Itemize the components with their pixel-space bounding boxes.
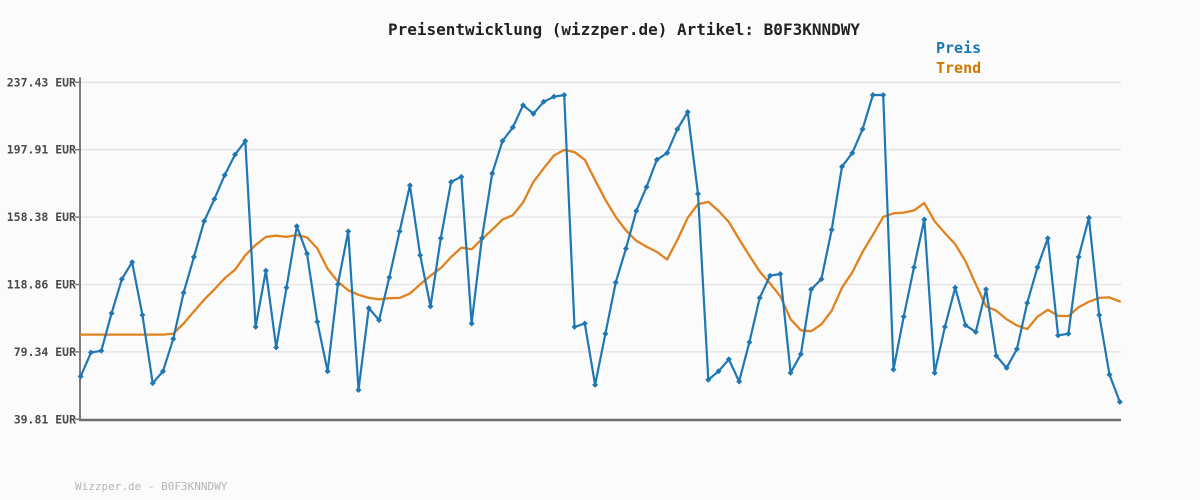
chart-title: Preisentwicklung (wizzper.de) Artikel: B… bbox=[387, 20, 861, 39]
y-axis-label: 197.91 EUR bbox=[7, 143, 76, 157]
legend-item-trend: Trend bbox=[936, 59, 982, 77]
price-line bbox=[79, 93, 1121, 403]
chart-legend: Preis Trend bbox=[936, 38, 981, 78]
y-axis-label: 79.34 EUR bbox=[14, 345, 76, 359]
watermark-text: Wizzper.de - B0F3KNNDWY bbox=[75, 480, 228, 493]
trend-line bbox=[79, 148, 1121, 336]
y-axis-label: 39.81 EUR bbox=[14, 412, 76, 426]
y-axis-label: 237.43 EUR bbox=[7, 75, 76, 89]
y-axis-label: 118.86 EUR bbox=[7, 277, 76, 291]
legend-item-preis: Preis bbox=[936, 39, 982, 57]
y-axis-label: 158.38 EUR bbox=[7, 210, 76, 224]
